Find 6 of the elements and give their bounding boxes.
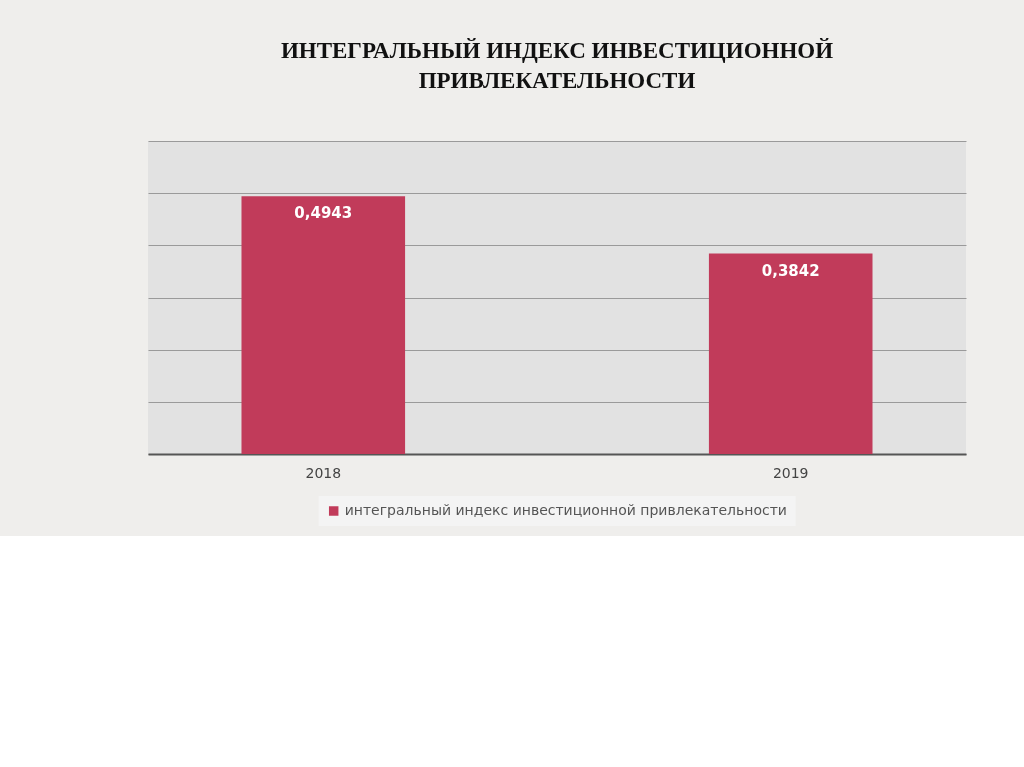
- data-label: 0,3842: [761, 261, 820, 280]
- chart-title: ИНТЕГРАЛЬНЫЙ ИНДЕКС ИНВЕСТИЦИОННОЙ ПРИВЛЕКАТЕЛЬНОСТИ: [280, 38, 834, 93]
- legend-label: интегральный индекс инвестиционной привлекательности: [344, 502, 787, 518]
- data-label: 0,4943: [294, 204, 353, 223]
- x-tick-label: 2019: [772, 464, 809, 481]
- x-tick-label: 2018: [305, 464, 342, 481]
